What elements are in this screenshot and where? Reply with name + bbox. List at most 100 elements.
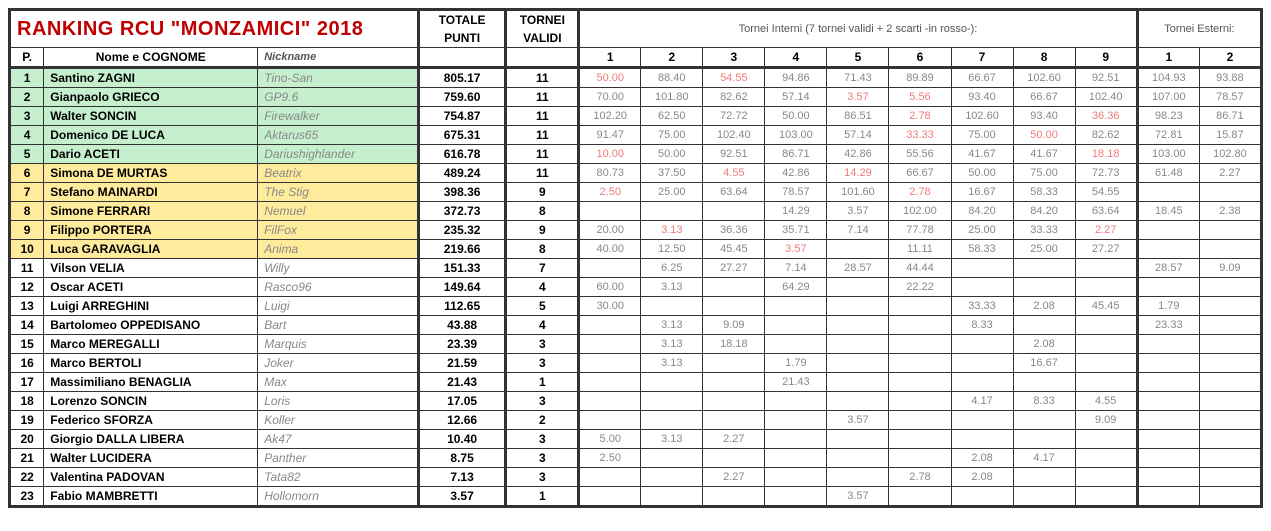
- int-score: [703, 411, 765, 430]
- int-score: 28.57: [827, 259, 889, 278]
- name: Gianpaolo GRIECO: [44, 88, 258, 107]
- int-score: 55.56: [889, 145, 951, 164]
- int-score: [703, 487, 765, 507]
- pos: 8: [10, 202, 44, 221]
- int-score: [827, 354, 889, 373]
- int-score: 94.86: [765, 68, 827, 88]
- hdr-validi-l2: VALIDI: [506, 29, 579, 48]
- int-score: 8.33: [951, 316, 1013, 335]
- int-score: 50.00: [951, 164, 1013, 183]
- int-score: 3.13: [641, 278, 703, 297]
- int-score: [579, 487, 641, 507]
- int-score: 21.43: [765, 373, 827, 392]
- nickname: Aktarus65: [258, 126, 419, 145]
- ext-score: [1199, 411, 1261, 430]
- int-score: [1013, 411, 1075, 430]
- pos: 13: [10, 297, 44, 316]
- int-score: 14.29: [765, 202, 827, 221]
- table-row: 3Walter SONCINFirewalker754.8711102.2062…: [10, 107, 1262, 126]
- int-score: 84.20: [1013, 202, 1075, 221]
- hdr-nome: Nome e COGNOME: [44, 48, 258, 68]
- pos: 3: [10, 107, 44, 126]
- nickname: Tata82: [258, 468, 419, 487]
- int-score: 92.51: [1075, 68, 1137, 88]
- table-row: 10Luca GARAVAGLIAAnima219.66840.0012.504…: [10, 240, 1262, 259]
- valid-count: 3: [506, 335, 579, 354]
- valid-count: 5: [506, 297, 579, 316]
- int-score: [1075, 430, 1137, 449]
- ext-score: [1199, 297, 1261, 316]
- valid-count: 8: [506, 202, 579, 221]
- total-points: 805.17: [418, 68, 506, 88]
- int-score: 66.67: [889, 164, 951, 183]
- nickname: Nemuel: [258, 202, 419, 221]
- int-score: 2.08: [951, 468, 1013, 487]
- int-score: [579, 373, 641, 392]
- ext-score: [1199, 183, 1261, 202]
- int-score: [765, 335, 827, 354]
- int-score: 102.60: [1013, 68, 1075, 88]
- table-row: 22Valentina PADOVANTata827.1332.272.782.…: [10, 468, 1262, 487]
- int-score: 5.56: [889, 88, 951, 107]
- int-score: 3.57: [827, 411, 889, 430]
- int-score: [889, 411, 951, 430]
- int-score: 37.50: [641, 164, 703, 183]
- int-score: 3.13: [641, 316, 703, 335]
- int-score: [889, 430, 951, 449]
- int-score: [1075, 354, 1137, 373]
- ext-score: 1.79: [1137, 297, 1199, 316]
- hdr-nick: Nickname: [258, 48, 419, 68]
- int-score: [1075, 449, 1137, 468]
- int-score: 2.78: [889, 468, 951, 487]
- valid-count: 3: [506, 392, 579, 411]
- int-score: 25.00: [641, 183, 703, 202]
- pos: 11: [10, 259, 44, 278]
- int-score: [827, 449, 889, 468]
- valid-count: 3: [506, 468, 579, 487]
- name: Oscar ACETI: [44, 278, 258, 297]
- int-score: 102.60: [951, 107, 1013, 126]
- int-score: [1075, 487, 1137, 507]
- int-score: [641, 449, 703, 468]
- int-score: 7.14: [765, 259, 827, 278]
- hdr-validi-l1: TORNEI: [506, 10, 579, 30]
- int-score: 103.00: [765, 126, 827, 145]
- nickname: Panther: [258, 449, 419, 468]
- nickname: Rasco96: [258, 278, 419, 297]
- int-score: 3.13: [641, 354, 703, 373]
- name: Luigi ARREGHINI: [44, 297, 258, 316]
- int-score: 89.89: [889, 68, 951, 88]
- name: Santino ZAGNI: [44, 68, 258, 88]
- int-score: 2.27: [1075, 221, 1137, 240]
- int-score: 2.50: [579, 183, 641, 202]
- int-score: 58.33: [951, 240, 1013, 259]
- total-points: 43.88: [418, 316, 506, 335]
- int-score: 25.00: [951, 221, 1013, 240]
- valid-count: 3: [506, 430, 579, 449]
- hdr-int-9: 9: [1075, 48, 1137, 68]
- int-score: [889, 316, 951, 335]
- int-score: 60.00: [579, 278, 641, 297]
- int-score: [765, 316, 827, 335]
- int-score: [1013, 373, 1075, 392]
- int-score: 57.14: [827, 126, 889, 145]
- int-score: [1013, 430, 1075, 449]
- int-score: 8.33: [1013, 392, 1075, 411]
- int-score: [765, 392, 827, 411]
- int-score: 2.08: [951, 449, 1013, 468]
- valid-count: 11: [506, 68, 579, 88]
- ext-score: 98.23: [1137, 107, 1199, 126]
- int-score: 3.13: [641, 430, 703, 449]
- name: Simone FERRARI: [44, 202, 258, 221]
- int-score: 33.33: [951, 297, 1013, 316]
- name: Giorgio DALLA LIBERA: [44, 430, 258, 449]
- int-score: 18.18: [703, 335, 765, 354]
- int-score: 101.60: [827, 183, 889, 202]
- int-score: 50.00: [765, 107, 827, 126]
- int-score: [889, 373, 951, 392]
- title: RANKING RCU "MONZAMICI" 2018: [10, 10, 419, 48]
- valid-count: 8: [506, 240, 579, 259]
- table-row: 15Marco MEREGALLIMarquis23.3933.1318.182…: [10, 335, 1262, 354]
- hdr-int-7: 7: [951, 48, 1013, 68]
- table-row: 19Federico SFORZAKoller12.6623.579.09: [10, 411, 1262, 430]
